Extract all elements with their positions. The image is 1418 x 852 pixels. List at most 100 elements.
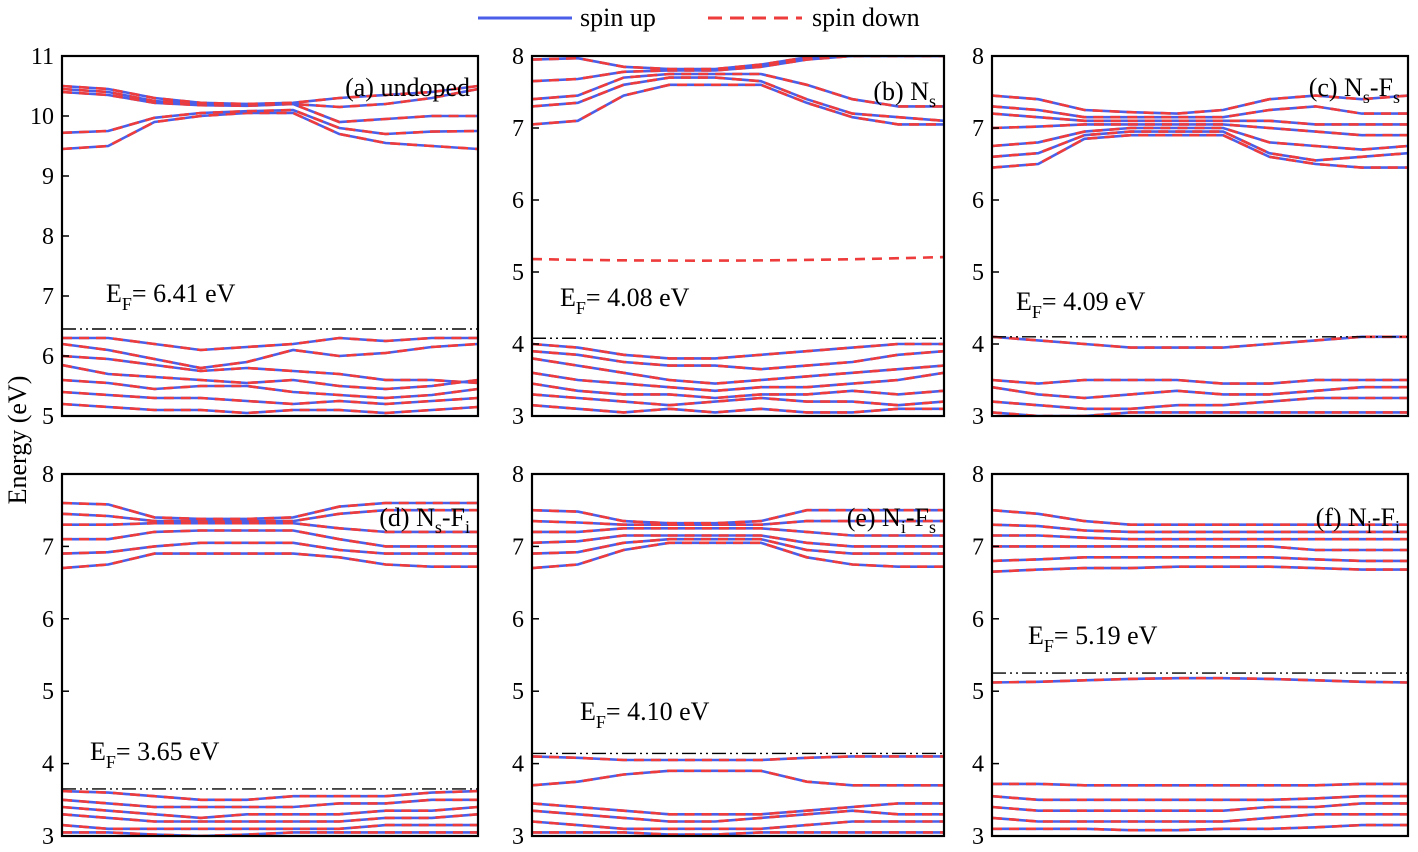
band-spin-down: [532, 769, 944, 787]
panel-label: (c) Ns-Fs: [1309, 73, 1400, 107]
legend-spin-up-label: spin up: [580, 3, 656, 32]
y-tick-label: 5: [42, 679, 54, 705]
band-spin-down: [62, 108, 478, 136]
band-spin-down: [532, 56, 944, 83]
y-tick-label: 8: [42, 224, 54, 250]
band-spin-down: [992, 385, 1408, 400]
y-tick-label: 6: [42, 607, 54, 633]
band-spin-down: [62, 789, 478, 802]
band-spin-down: [992, 396, 1408, 411]
band-spin-up: [62, 541, 478, 555]
panel-frame: [60, 472, 480, 838]
panel-f: 3 4 5 6 7 8 (f) Ni-Fi EF= 5.19 eV: [972, 462, 1410, 850]
band-spin-down: [62, 354, 478, 385]
y-tick-label: 6: [972, 188, 984, 214]
band-spin-down: [62, 363, 478, 391]
band-spin-up: [992, 123, 1408, 137]
band-spin-up: [992, 396, 1408, 411]
band-spin-down: [532, 508, 944, 525]
band-spin-down: [532, 541, 944, 570]
band-spin-down: [992, 123, 1408, 137]
band-spin-down: [532, 534, 944, 548]
band-spin-down: [992, 802, 1408, 812]
panel-e: 3 4 5 6 7 8 (e) Ni-Fs EF= 4.10 eV: [512, 462, 946, 850]
band-spin-down: [532, 342, 944, 360]
band-spin-up: [62, 805, 478, 820]
y-tick-label: 8: [512, 462, 524, 488]
band-spin-up: [992, 133, 1408, 169]
defect-level-spin-down: [532, 255, 944, 262]
y-axis-label: Energy (eV): [3, 376, 32, 505]
panel-frame: [990, 54, 1410, 418]
band-spin-down: [62, 831, 478, 836]
band-spin-down: [992, 823, 1408, 832]
band-spin-down: [532, 537, 944, 555]
band-spin-down: [992, 508, 1408, 526]
legend-spin-down-label: spin down: [812, 3, 920, 32]
bands: [62, 501, 478, 836]
y-tick-label: 5: [512, 260, 524, 286]
bands: [62, 84, 478, 415]
fermi-energy-label: EF= 6.41 eV: [106, 279, 236, 314]
band-spin-down: [532, 72, 944, 108]
band-spin-up: [532, 769, 944, 787]
y-tick-label: 3: [972, 404, 984, 430]
y-tick-label: 7: [42, 284, 54, 310]
band-spin-down: [62, 378, 478, 400]
y-tick-label: 5: [42, 404, 54, 430]
y-tick-label: 4: [972, 332, 984, 358]
bands: [992, 508, 1408, 832]
band-spin-down: [532, 403, 944, 414]
y-tick-label: 7: [512, 116, 524, 142]
band-spin-down: [62, 541, 478, 555]
y-tick-label: 6: [42, 344, 54, 370]
y-tick-label: 4: [42, 752, 54, 778]
fermi-energy-label: EF= 5.19 eV: [1028, 621, 1158, 656]
panel-frame: [530, 472, 946, 838]
band-spin-up: [992, 112, 1408, 126]
band-spin-down: [992, 133, 1408, 169]
band-spin-down: [532, 56, 944, 71]
y-tick-label: 3: [512, 824, 524, 850]
bands: [532, 508, 944, 836]
band-spin-down: [992, 534, 1408, 541]
y-tick-label: 8: [42, 462, 54, 488]
band-spin-down: [532, 76, 944, 123]
panel-label: (e) Ni-Fs: [847, 503, 936, 537]
panel-label: (d) Ns-Fi: [379, 503, 470, 537]
band-spin-down: [62, 798, 478, 809]
band-spin-down: [532, 371, 944, 393]
band-spin-down: [62, 390, 478, 406]
fermi-energy-label: EF= 4.09 eV: [1016, 287, 1146, 322]
panel-c: 3 4 5 6 7 8 (c) Ns-Fs EF= 4.09 eV: [972, 44, 1410, 430]
y-tick-label: 6: [512, 188, 524, 214]
band-spin-down: [992, 782, 1408, 787]
y-tick-label: 9: [42, 164, 54, 190]
y-tick-label: 8: [512, 44, 524, 70]
band-spin-down: [62, 529, 478, 548]
panel-b: 3 4 5 6 7 8 (b) Ns EF= 4.08 eV: [512, 44, 946, 430]
band-spin-down: [992, 676, 1408, 684]
bands: [532, 56, 944, 414]
y-tick-label: 6: [972, 607, 984, 633]
band-spin-up: [62, 552, 478, 570]
y-tick-label: 11: [31, 44, 54, 70]
panel-label: (b) Ns: [873, 77, 936, 111]
band-spin-down: [992, 565, 1408, 573]
panel-a: 5 6 7 8 9 10 11 (a) undoped EF= 6.41 eV: [30, 44, 480, 430]
legend: spin up spin down: [478, 3, 920, 32]
band-spin-down: [992, 411, 1408, 416]
fermi-energy-label: EF= 3.65 eV: [90, 737, 220, 772]
band-spin-down: [532, 349, 944, 371]
y-tick-label: 4: [972, 752, 984, 778]
band-spin-down: [992, 94, 1408, 115]
y-tick-label: 5: [972, 679, 984, 705]
y-tick-label: 3: [42, 824, 54, 850]
band-spin-down: [532, 393, 944, 407]
y-tick-label: 4: [512, 332, 524, 358]
band-spin-up: [532, 357, 944, 385]
panels: 5 6 7 8 9 10 11 (a) undoped EF= 6.41 eV 3 4 5 6 7 8 (b)…: [30, 44, 1410, 850]
band-spin-down: [62, 521, 478, 534]
band-spin-down: [62, 402, 478, 415]
y-tick-label: 7: [42, 534, 54, 560]
